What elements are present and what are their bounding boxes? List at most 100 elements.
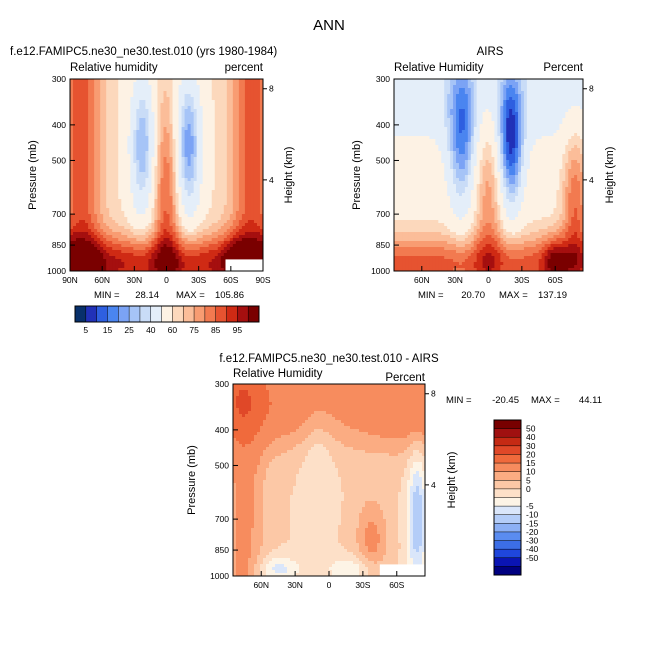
contour-cell [124, 190, 127, 193]
contour-cell [242, 106, 245, 109]
contour-cell [133, 88, 136, 91]
contour-cell [124, 88, 127, 91]
contour-cell [188, 121, 191, 124]
contour-cell [121, 136, 124, 139]
contour-cell [118, 193, 121, 196]
contour-cell [109, 250, 112, 253]
contour-cell [73, 118, 76, 121]
contour-cell [139, 133, 142, 136]
contour-cell [227, 226, 230, 229]
contour-cell [70, 235, 73, 238]
contour-cell [133, 220, 136, 223]
contour-cell [230, 187, 233, 190]
contour-cell [76, 127, 79, 130]
contour-cell [176, 199, 179, 202]
contour-cell [154, 100, 157, 103]
contour-cell [124, 235, 127, 238]
contour-cell [91, 229, 94, 232]
contour-cell [100, 232, 103, 235]
contour-cell [491, 97, 494, 100]
contour-cell [212, 100, 215, 103]
contour-cell [227, 193, 230, 196]
contour-cell [115, 112, 118, 115]
contour-cell [139, 97, 142, 100]
contour-cell [524, 109, 527, 112]
contour-cell [197, 160, 200, 163]
contour-cell [127, 226, 130, 229]
contour-cell [400, 103, 403, 106]
contour-cell [79, 241, 82, 244]
contour-cell [82, 187, 85, 190]
contour-cell [173, 91, 176, 94]
contour-cell [160, 175, 163, 178]
contour-cell [245, 85, 248, 88]
contour-cell [209, 253, 212, 256]
contour-cell [494, 85, 497, 88]
contour-cell [206, 199, 209, 202]
contour-cell [85, 205, 88, 208]
contour-cell [185, 118, 188, 121]
contour-cell [209, 193, 212, 196]
contour-cell [257, 157, 260, 160]
contour-cell [91, 184, 94, 187]
contour-cell [142, 193, 145, 196]
contour-cell [79, 199, 82, 202]
contour-cell [497, 79, 500, 82]
contour-cell [79, 91, 82, 94]
contour-cell [70, 112, 73, 115]
contour-cell [188, 235, 191, 238]
contour-cell [509, 115, 512, 118]
contour-cell [124, 205, 127, 208]
contour-cell [562, 103, 565, 106]
contour-cell [127, 241, 130, 244]
contour-cell [154, 244, 157, 247]
contour-cell [435, 97, 438, 100]
contour-cell [236, 166, 239, 169]
contour-cell [94, 79, 97, 82]
contour-cell [218, 127, 221, 130]
contour-cell [233, 226, 236, 229]
contour-cell [230, 238, 233, 241]
contour-cell [112, 97, 115, 100]
contour-cell [236, 169, 239, 172]
contour-cell [94, 151, 97, 154]
contour-cell [109, 208, 112, 211]
contour-cell [254, 205, 257, 208]
contour-cell [245, 178, 248, 181]
contour-cell [97, 118, 100, 121]
contour-cell [112, 91, 115, 94]
contour-cell [76, 196, 79, 199]
contour-cell [233, 142, 236, 145]
contour-cell [503, 82, 506, 85]
contour-cell [173, 103, 176, 106]
contour-cell [70, 208, 73, 211]
contour-cell [239, 220, 242, 223]
contour-cell [124, 124, 127, 127]
contour-cell [230, 88, 233, 91]
contour-cell [203, 199, 206, 202]
contour-cell [191, 91, 194, 94]
contour-cell [179, 85, 182, 88]
contour-cell [215, 109, 218, 112]
contour-cell [468, 109, 471, 112]
contour-cell [136, 229, 139, 232]
contour-cell [130, 181, 133, 184]
contour-cell [215, 133, 218, 136]
contour-cell [242, 136, 245, 139]
contour-cell [218, 262, 221, 265]
contour-cell [218, 112, 221, 115]
contour-cell [245, 211, 248, 214]
contour-cell [191, 106, 194, 109]
contour-cell [121, 100, 124, 103]
contour-cell [233, 175, 236, 178]
contour-cell [551, 85, 554, 88]
contour-cell [136, 178, 139, 181]
contour-cell [242, 238, 245, 241]
contour-cell [571, 79, 574, 82]
contour-cell [248, 115, 251, 118]
contour-cell [76, 103, 79, 106]
contour-cell [118, 106, 121, 109]
contour-cell [197, 241, 200, 244]
contour-cell [227, 166, 230, 169]
contour-cell [406, 82, 409, 85]
